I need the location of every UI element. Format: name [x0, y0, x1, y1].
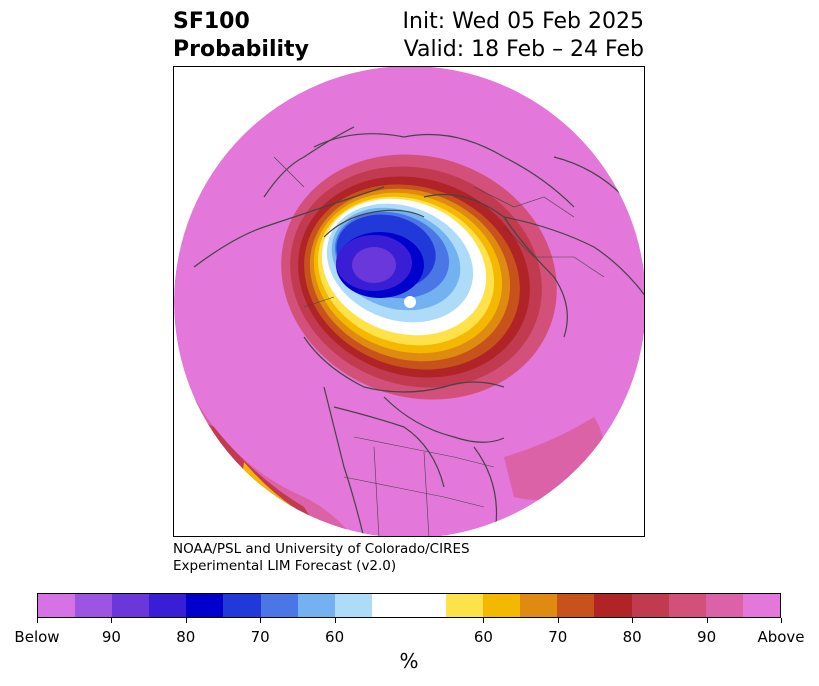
colorbar-tick-label: 80 [622, 628, 642, 646]
colorbar-tick-mark [185, 618, 187, 623]
title-line-2: Probability [173, 37, 309, 62]
colorbar-segment [446, 594, 484, 617]
colorbar-segment [520, 594, 558, 617]
colorbar-tick-mark [111, 618, 113, 623]
valid-date: Valid: 18 Feb – 24 Feb [403, 37, 644, 62]
colorbar-tick-label: 90 [101, 628, 121, 646]
credit-text: NOAA/PSL and University of Colorado/CIRE… [173, 541, 470, 575]
north-pole-dot [404, 296, 416, 308]
colorbar-tick-label: 60 [325, 628, 345, 646]
forecast-dates: Init: Wed 05 Feb 2025 Valid: 18 Feb – 24… [403, 8, 644, 64]
colorbar-tick-mark [334, 618, 336, 623]
map-panel [173, 66, 645, 537]
colorbar-segment [297, 594, 335, 617]
colorbar-segment [260, 594, 298, 617]
coastlines [193, 126, 644, 536]
colorbar-tick-label: 80 [176, 628, 196, 646]
colorbar-segment [112, 594, 150, 617]
colorbar-segment [483, 594, 521, 617]
colorbar-tick-label: 60 [473, 628, 493, 646]
colorbar-tick-mark [483, 618, 485, 623]
colorbar-tick-mark [632, 618, 634, 623]
init-date: Init: Wed 05 Feb 2025 [402, 9, 644, 34]
colorbar-segment [631, 594, 669, 617]
colorbar-segment [75, 594, 113, 617]
colorbar-segment [334, 594, 372, 617]
credit-line-1: NOAA/PSL and University of Colorado/CIRE… [173, 541, 470, 557]
colorbar-tick-label: 70 [250, 628, 270, 646]
colorbar-tick-label: 70 [548, 628, 568, 646]
colorbar-segment [705, 594, 743, 617]
credit-line-2: Experimental LIM Forecast (v2.0) [173, 558, 397, 574]
title-line-1: SF100 [173, 9, 250, 34]
country-borders [273, 156, 605, 536]
colorbar-tick-label: Above [757, 628, 805, 646]
colorbar-segment [594, 594, 632, 617]
colorbar-tick-mark [37, 618, 38, 623]
map-title: SF100 Probability [173, 8, 309, 64]
colorbar-tick-mark [557, 618, 559, 623]
colorbar-tick-label: Below [14, 628, 60, 646]
colorbar-segment [742, 594, 780, 617]
colorbar-tick-label: 90 [697, 628, 717, 646]
colorbar-tick-mark [260, 618, 262, 623]
colorbar-segment [668, 594, 706, 617]
polar-probability-map [174, 67, 644, 536]
colorbar-segment [371, 594, 447, 617]
colorbar-segment [557, 594, 595, 617]
colorbar-segment [223, 594, 261, 617]
colorbar-unit: % [399, 649, 419, 673]
colorbar-segment [38, 594, 76, 617]
colorbar-tick-mark [706, 618, 708, 623]
colorbar-segment [149, 594, 187, 617]
colorbar-segment [186, 594, 224, 617]
ring-15 [352, 247, 396, 283]
colorbar-tick-mark [781, 618, 782, 623]
colorbar [37, 593, 781, 618]
